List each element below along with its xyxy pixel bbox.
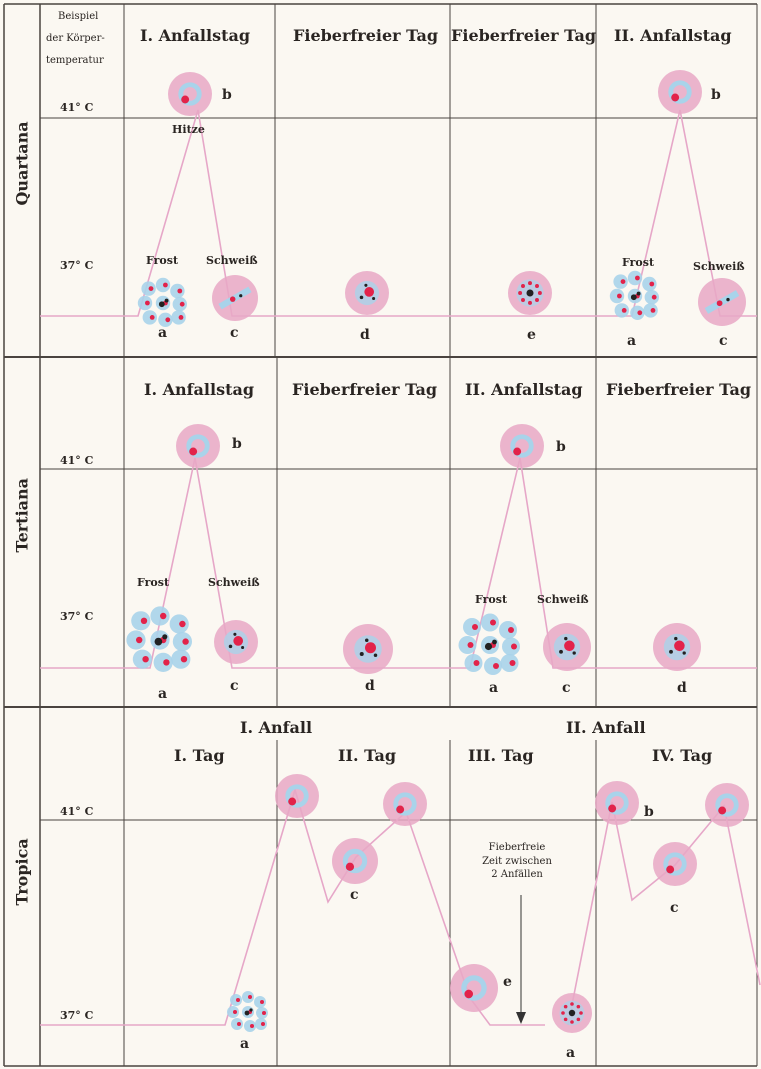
tr-note-line3: 2 Anfällen (491, 869, 543, 880)
tr-attack-1: I. Anfall (240, 718, 313, 737)
tr-day-4: IV. Tag (652, 746, 713, 765)
t-day-4: Fieberfreier Tag (606, 380, 752, 399)
tr-temp-41: 41° C (60, 805, 94, 818)
tr-cell-a-2 (552, 993, 592, 1033)
t-letter-b: b (232, 436, 242, 452)
row-label-quartana: Quartana (12, 121, 32, 206)
q-letter-b: b (222, 87, 232, 103)
q-letter-a-2: a (627, 333, 637, 349)
tr-note-line2: Zeit zwischen (482, 855, 552, 867)
t-cell-c (214, 620, 258, 664)
t-cell-b (176, 424, 220, 468)
q-letter-b-2: b (711, 87, 721, 103)
t-cell-c-2 (543, 623, 591, 671)
q-schweiss-label: Schweiß (206, 254, 258, 267)
column-header-line3: temperatur (46, 55, 104, 66)
tr-letter-a-2: a (566, 1045, 576, 1061)
q-cell-b-2 (658, 70, 702, 114)
tr-attack-2: II. Anfall (566, 718, 646, 737)
tr-day-1: I. Tag (174, 746, 225, 765)
t-letter-d-2: d (677, 680, 687, 696)
t-temp-37: 37° C (60, 610, 94, 623)
t-cell-d (343, 624, 393, 674)
t-letter-b-2: b (556, 439, 566, 455)
q-letter-e: e (527, 327, 536, 343)
tr-temp-37: 37° C (60, 1009, 94, 1022)
tr-cell-c-2 (653, 842, 697, 886)
row-label-tropica: Tropica (12, 838, 32, 906)
q-schweiss-label-2: Schweiß (693, 260, 745, 273)
q-hitze-label: Hitze (172, 123, 205, 136)
tr-cell-c (332, 838, 378, 884)
q-letter-d: d (360, 327, 370, 343)
t-letter-c: c (230, 678, 239, 694)
t-cell-d-2 (653, 623, 701, 671)
q-cell-c (212, 275, 258, 321)
tr-letter-b: b (644, 804, 654, 820)
t-letter-a: a (158, 686, 168, 702)
q-cell-b (168, 72, 212, 116)
t-cell-a-2 (458, 613, 520, 675)
t-temp-41: 41° C (60, 454, 94, 467)
q-cell-a (137, 277, 187, 327)
t-day-1: I. Anfallstag (144, 380, 255, 399)
q-letter-c: c (230, 325, 239, 341)
tr-note-line1: Fieberfreie (488, 842, 546, 853)
q-frost-label: Frost (146, 254, 179, 267)
tr-letter-e: e (503, 974, 512, 990)
tr-letter-c-2: c (670, 900, 679, 916)
tr-letter-a: a (240, 1036, 250, 1052)
row-label-tertiana: Tertiana (12, 477, 32, 553)
q-letter-c-2: c (719, 333, 728, 349)
tr-cell-3 (705, 783, 749, 827)
q-day-3: Fieberfreier Tag (451, 26, 597, 45)
q-day-4: II. Anfallstag (614, 26, 732, 45)
q-cell-a-2 (609, 270, 659, 320)
q-cell-e (508, 271, 552, 315)
t-cell-a (126, 606, 192, 673)
t-frost-label: Frost (137, 576, 170, 589)
tr-cell-1 (275, 774, 319, 818)
tr-fever-free-note: Fieberfreie Zeit zwischen 2 Anfällen (464, 841, 570, 882)
q-frost-label-2: Frost (622, 256, 655, 269)
q-temp-37: 37° C (60, 259, 94, 272)
tr-day-2: II. Tag (338, 746, 397, 765)
t-day-2: Fieberfreier Tag (292, 380, 438, 399)
q-letter-a: a (158, 325, 168, 341)
t-cell-b-2 (500, 424, 544, 468)
t-day-3: II. Anfallstag (465, 380, 583, 399)
q-day-2: Fieberfreier Tag (293, 26, 439, 45)
tr-letter-c: c (350, 887, 359, 903)
t-schweiss-label: Schweiß (208, 576, 260, 589)
q-temp-41: 41° C (60, 101, 94, 114)
q-cell-c-2 (698, 278, 746, 326)
tr-curve-attack-2 (567, 801, 761, 1026)
tr-note-arrow-head (516, 1012, 526, 1024)
tr-cell-a (227, 991, 268, 1032)
tr-cell-2 (383, 782, 427, 826)
column-header-line1: Beispiel (58, 11, 99, 22)
q-day-1: I. Anfallstag (140, 26, 251, 45)
t-schweiss-label-2: Schweiß (537, 593, 589, 606)
t-frost-label-2: Frost (475, 593, 508, 606)
q-cell-d (345, 271, 389, 315)
tr-cell-e (450, 964, 498, 1012)
t-letter-a-2: a (489, 680, 499, 696)
tr-day-3: III. Tag (468, 746, 534, 765)
t-letter-c-2: c (562, 680, 571, 696)
t-letter-d: d (365, 678, 375, 694)
column-header-line2: der Körper- (46, 33, 105, 44)
tr-cell-b (595, 781, 639, 825)
